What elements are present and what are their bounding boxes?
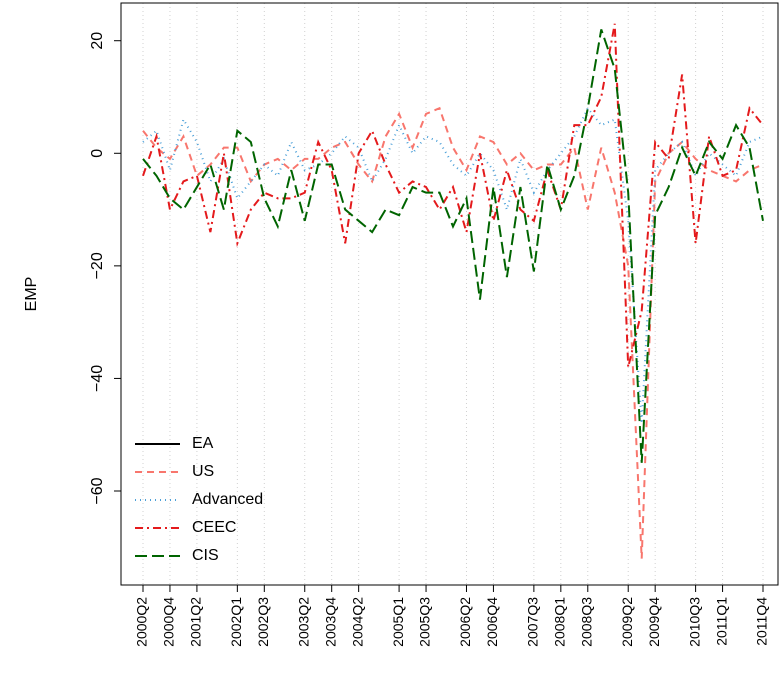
- legend-label: CIS: [192, 547, 219, 564]
- legend-label: Advanced: [192, 491, 263, 508]
- y-tick-label: −40: [89, 365, 106, 392]
- y-tick-label: 20: [89, 32, 106, 50]
- x-tick-label: 2007Q3: [525, 597, 541, 647]
- y-tick-label: −20: [89, 252, 106, 279]
- x-tick-label: 2002Q1: [228, 597, 244, 647]
- y-tick-label: −60: [89, 477, 106, 504]
- y-tick-label: 0: [89, 149, 106, 158]
- x-tick-label: 2011Q4: [754, 597, 770, 646]
- x-tick-label: 2009Q4: [646, 597, 662, 647]
- x-tick-label: 2006Q4: [484, 597, 500, 647]
- x-tick-label: 2006Q2: [457, 597, 473, 647]
- x-tick-label: 2001Q2: [188, 597, 204, 647]
- x-tick-label: 2005Q1: [390, 597, 406, 647]
- legend-label: EA: [192, 435, 214, 452]
- x-tick-label: 2000Q4: [161, 597, 177, 647]
- series-line: [142, 23, 764, 368]
- x-tick-label: 2004Q2: [349, 597, 365, 647]
- plot-frame: [120, 2, 779, 586]
- x-tick-label: 2002Q3: [255, 597, 271, 647]
- legend-label: US: [192, 463, 214, 480]
- x-tick-label: 2003Q2: [295, 597, 311, 647]
- x-tick-label: 2000Q2: [134, 597, 150, 647]
- x-tick-label: 2008Q1: [552, 597, 568, 647]
- x-tick-label: 2003Q4: [322, 597, 338, 647]
- series-line: [142, 29, 764, 463]
- y-axis-label: EMP: [23, 277, 40, 312]
- x-tick-label: 2008Q3: [578, 597, 594, 647]
- x-tick-label: 2010Q3: [686, 597, 702, 647]
- series-line: [142, 106, 764, 559]
- x-tick-label: 2005Q3: [417, 597, 433, 647]
- x-tick-label: 2011Q1: [713, 597, 729, 646]
- legend-label: CEEC: [192, 519, 236, 536]
- series-line: [142, 106, 764, 424]
- x-tick-label: 2009Q2: [619, 597, 635, 647]
